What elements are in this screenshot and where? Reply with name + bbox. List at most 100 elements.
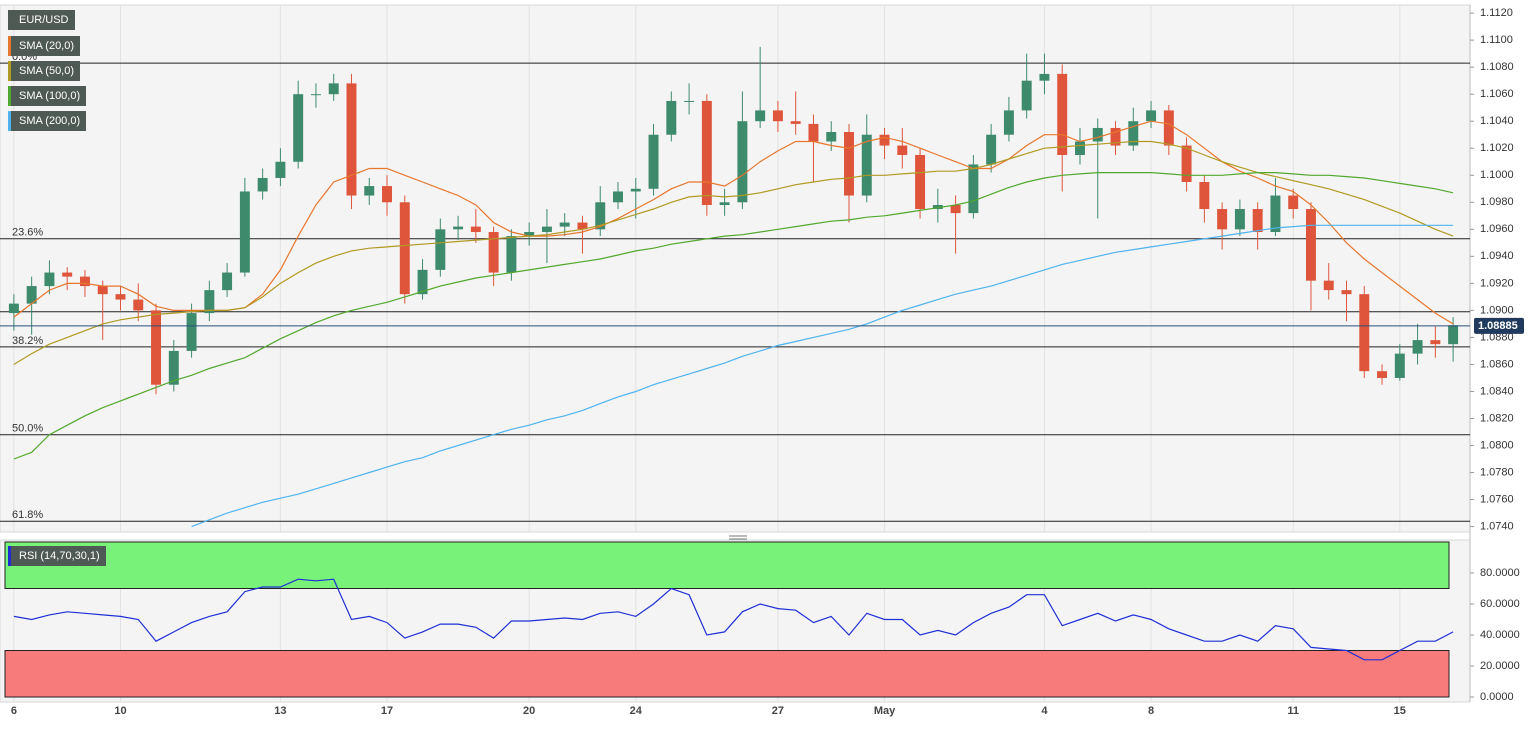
candle-body <box>435 229 446 270</box>
y-tick-label: 1.0820 <box>1480 412 1514 424</box>
candle-body <box>719 202 730 205</box>
candle-body <box>826 132 837 142</box>
legend-item: SMA (20,0) <box>8 36 81 56</box>
y-tick-label: 20.0000 <box>1480 660 1520 672</box>
last-price-badge <box>1474 317 1524 334</box>
candle-body <box>26 286 37 304</box>
candle-body <box>1270 195 1281 233</box>
candle-body <box>630 188 641 192</box>
candle-body <box>701 100 712 205</box>
candle-body <box>684 100 695 102</box>
legend-item: RSI (14,70,30,1) <box>8 546 106 566</box>
candle-body <box>1199 182 1210 210</box>
candle-body <box>204 290 215 314</box>
candle-body <box>808 123 819 142</box>
y-tick-label: 1.0940 <box>1480 250 1514 262</box>
candle-body <box>470 226 481 233</box>
candle-body <box>1359 294 1370 372</box>
candle-body <box>328 83 339 95</box>
candle-body <box>1323 280 1334 291</box>
candle-body <box>310 94 321 96</box>
candle-body <box>1163 110 1174 146</box>
candle-body <box>1146 110 1157 122</box>
candle-body <box>453 226 464 230</box>
candle-body <box>844 132 854 196</box>
x-tick-label: 11 <box>1287 705 1299 717</box>
series-line <box>13 140 1454 365</box>
candle-body <box>772 110 783 122</box>
candle-body <box>1075 141 1085 155</box>
y-tick-label: 1.0900 <box>1480 304 1514 316</box>
candle-body <box>293 94 304 162</box>
x-tick-label: 6 <box>11 705 17 717</box>
x-tick-label: 15 <box>1394 705 1406 717</box>
candle-body <box>222 272 233 291</box>
candle-body <box>399 202 410 295</box>
candle-body <box>364 186 375 196</box>
candle-body <box>541 226 552 233</box>
x-tick-label: 27 <box>772 705 784 717</box>
y-tick-label: 1.0960 <box>1480 223 1514 235</box>
candle-body <box>790 121 801 124</box>
y-tick-label: 1.1120 <box>1480 7 1513 19</box>
candle-body <box>168 350 179 385</box>
rsi-zone <box>4 650 1450 698</box>
candle-body <box>417 269 428 295</box>
series-line <box>13 120 1454 325</box>
x-tick-label: 17 <box>381 705 393 717</box>
candle-body <box>133 299 144 311</box>
candle-body <box>666 100 677 135</box>
candle-body <box>97 286 108 295</box>
fib-label: 38.2% <box>12 335 43 347</box>
candle-body <box>915 154 926 210</box>
candle-body <box>1412 340 1423 354</box>
x-tick-label: 8 <box>1148 705 1154 717</box>
y-tick-label: 1.0840 <box>1480 385 1514 397</box>
candle-body <box>897 145 908 155</box>
candle-body <box>648 134 659 189</box>
candle-body <box>861 134 872 196</box>
y-tick-label: 0.0000 <box>1480 691 1514 703</box>
candle-body <box>1217 209 1228 230</box>
candle-body <box>1057 73 1068 155</box>
y-tick-label: 1.1000 <box>1480 169 1514 181</box>
candle-body <box>1110 127 1121 146</box>
legend-item: SMA (100,0) <box>8 86 87 106</box>
candle-body <box>1092 127 1103 142</box>
x-tick-label: 20 <box>523 705 535 717</box>
y-tick-label: 1.0780 <box>1480 466 1514 478</box>
candle-body <box>1430 340 1441 345</box>
candle-body <box>577 222 588 230</box>
x-tick-label: 4 <box>1041 705 1048 717</box>
y-tick-label: 1.0860 <box>1480 358 1514 370</box>
symbol-label: EUR/USD <box>8 10 75 30</box>
legend-item: SMA (200,0) <box>8 111 87 131</box>
candle-body <box>950 204 961 214</box>
candle-body <box>737 121 748 203</box>
candle-body <box>1128 121 1139 146</box>
series-line <box>13 172 1454 460</box>
candle-body <box>559 222 570 227</box>
candle-body <box>1021 80 1032 111</box>
y-tick-label: 1.0920 <box>1480 277 1514 289</box>
series-line <box>191 224 1454 528</box>
candle-body <box>382 186 392 203</box>
candle-body <box>115 294 126 300</box>
candle-body <box>506 236 517 273</box>
last-price-label: 1.08885 <box>1478 320 1518 332</box>
series-line <box>13 578 1454 661</box>
candle-body <box>151 310 162 385</box>
candle-body <box>595 202 606 230</box>
candle-body <box>346 83 357 196</box>
candle-body <box>79 276 90 287</box>
x-tick-label: 24 <box>630 705 643 717</box>
fib-label: 23.6% <box>12 227 43 239</box>
candle-body <box>1039 73 1050 81</box>
candle-body <box>1377 371 1388 378</box>
candle-body <box>239 191 250 273</box>
candle-body <box>755 110 766 122</box>
candle-body <box>44 272 55 287</box>
x-tick-label: May <box>874 705 896 717</box>
